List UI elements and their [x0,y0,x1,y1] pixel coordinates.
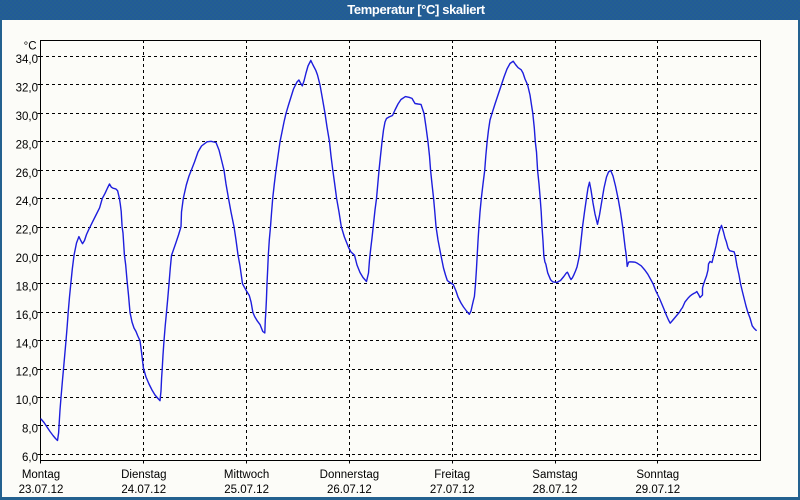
svg-text:30,0: 30,0 [16,111,38,123]
svg-text:Montag: Montag [22,469,60,481]
svg-text:6,0: 6,0 [22,452,38,464]
svg-text:16,0: 16,0 [16,310,38,322]
svg-text:12,0: 12,0 [16,367,38,379]
svg-text:Dienstag: Dienstag [121,469,166,481]
svg-text:24.07.12: 24.07.12 [121,484,166,496]
svg-text:Freitag: Freitag [434,469,470,481]
svg-text:28.07.12: 28.07.12 [533,484,578,496]
svg-text:20,0: 20,0 [16,253,38,265]
svg-text:23.07.12: 23.07.12 [19,484,64,496]
svg-text:32,0: 32,0 [16,83,38,95]
svg-text:28,0: 28,0 [16,139,38,151]
svg-text:29.07.12: 29.07.12 [635,484,680,496]
svg-text:°C: °C [24,41,37,53]
svg-text:Samstag: Samstag [532,469,577,481]
svg-text:27.07.12: 27.07.12 [430,484,475,496]
svg-text:24,0: 24,0 [16,196,38,208]
svg-text:Mittwoch: Mittwoch [224,469,269,481]
svg-text:14,0: 14,0 [16,338,38,350]
svg-text:10,0: 10,0 [16,395,38,407]
svg-text:Donnerstag: Donnerstag [320,469,379,481]
svg-text:26.07.12: 26.07.12 [327,484,372,496]
svg-text:8,0: 8,0 [22,424,38,436]
svg-text:26,0: 26,0 [16,168,38,180]
svg-text:25.07.12: 25.07.12 [224,484,269,496]
svg-text:Sonntag: Sonntag [636,469,679,481]
svg-text:18,0: 18,0 [16,282,38,294]
svg-text:22,0: 22,0 [16,225,38,237]
svg-text:34,0: 34,0 [16,54,38,66]
